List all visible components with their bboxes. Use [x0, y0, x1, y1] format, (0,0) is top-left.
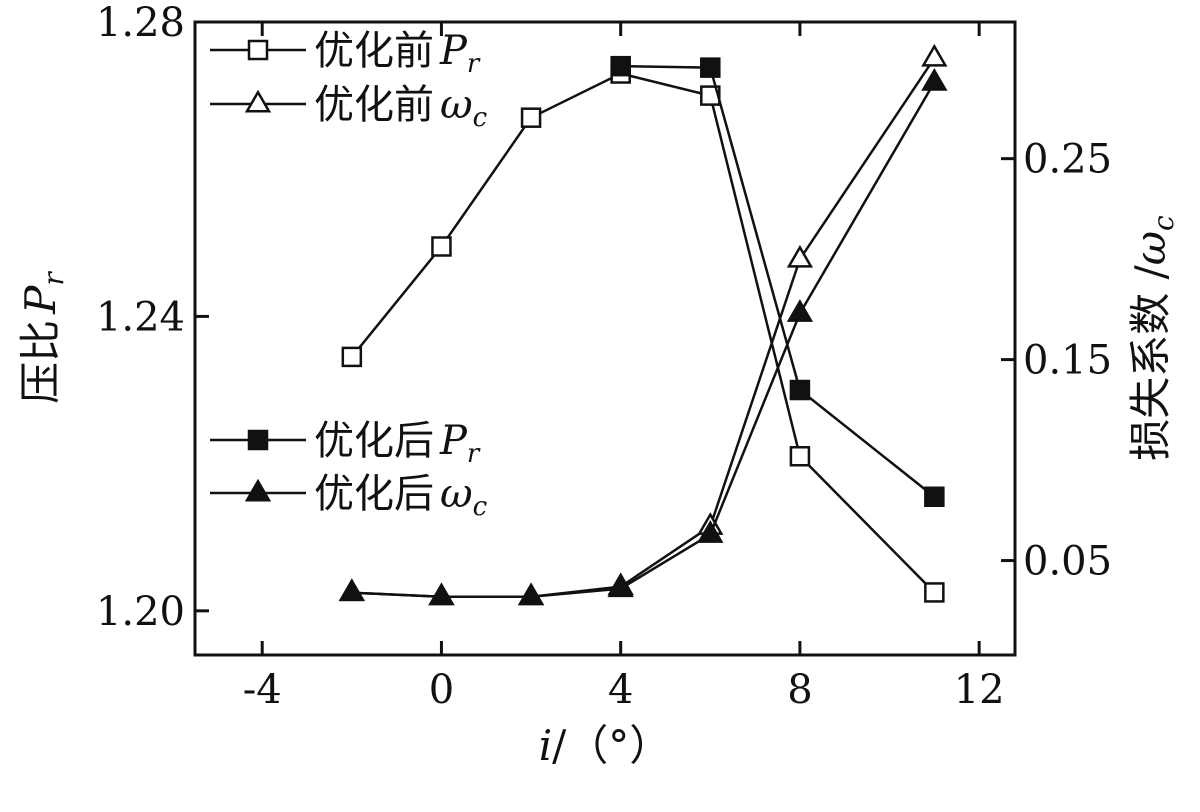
data-point [517, 582, 545, 606]
legend-entry-2: 优化前 ωc [210, 82, 488, 133]
data-point [428, 582, 455, 606]
series-2 [338, 43, 948, 606]
legend-marker [247, 429, 269, 451]
x-tick-label: 8 [787, 667, 812, 713]
data-point [431, 236, 452, 257]
data-point [786, 299, 814, 322]
data-point [924, 582, 945, 603]
legend-entry-4: 优化后 ωc [210, 471, 488, 522]
data-point [921, 43, 948, 67]
legend-label: 优化后 ωc [314, 471, 488, 522]
series-3 [610, 55, 945, 507]
data-point [789, 446, 811, 467]
legend-marker [247, 39, 269, 61]
series-line [351, 81, 936, 598]
data-point [697, 520, 724, 543]
y-axis-label-right: 损失系数 /ωc [1126, 215, 1180, 461]
legend-label: 优化后 Pr [314, 418, 481, 469]
y-right-tick-label: 0.15 [1023, 338, 1112, 384]
y-left-tick-label: 1.24 [96, 294, 185, 340]
data-point [520, 107, 542, 128]
y-axis-label-left: 压比Pr [16, 271, 70, 404]
data-point [338, 578, 365, 602]
y-left-tick-label: 1.20 [96, 589, 185, 635]
legend-marker [244, 89, 272, 113]
data-point [607, 574, 634, 598]
data-point [789, 379, 811, 401]
x-tick-label: 12 [954, 667, 1005, 713]
plot-area-frame [193, 20, 1017, 657]
data-point [700, 57, 721, 78]
legend-label: 优化前 Pr [314, 28, 481, 79]
series-line [620, 64, 936, 498]
series-4 [338, 68, 948, 606]
y-right-tick-label: 0.05 [1023, 539, 1112, 585]
legend-entry-3: 优化后 Pr [210, 418, 481, 469]
tick-marks [195, 20, 1015, 655]
data-point [341, 346, 363, 368]
legend-entry-1: 优化前 Pr [210, 28, 481, 79]
y-left-tick-label: 1.28 [96, 0, 185, 46]
series-1 [341, 63, 945, 603]
legend-label: 优化前 ωc [314, 82, 488, 133]
x-tick-label: 4 [608, 667, 633, 713]
x-tick-label: 0 [429, 667, 454, 713]
legend-marker [244, 478, 272, 502]
data-point [786, 244, 814, 268]
series-layer [338, 43, 948, 606]
data-point [924, 486, 945, 507]
x-axis-label: i/（°） [539, 721, 672, 770]
y-right-tick-label: 0.25 [1023, 137, 1112, 183]
data-point [921, 68, 948, 91]
x-tick-label: -4 [243, 667, 282, 713]
data-point [610, 55, 631, 77]
